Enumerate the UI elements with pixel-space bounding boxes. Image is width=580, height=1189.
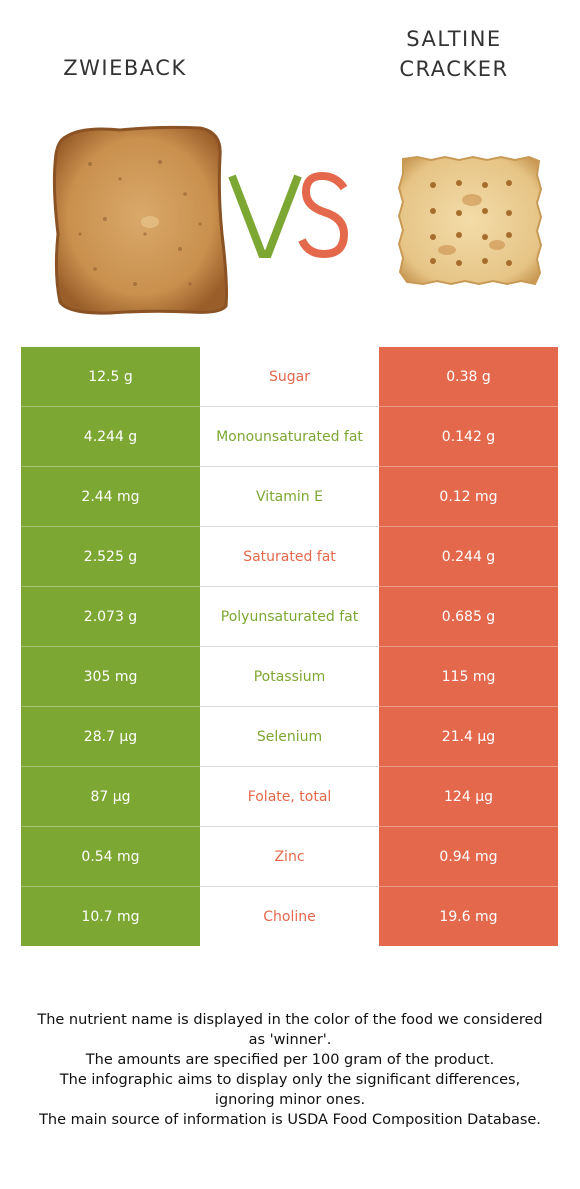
right-value-cell: 115 mg [379, 647, 558, 706]
row-divider [21, 886, 558, 887]
right-value-cell: 0.38 g [379, 347, 558, 406]
left-value-cell: 28.7 µg [21, 707, 200, 766]
left-value-cell: 305 mg [21, 647, 200, 706]
table-row: 4.244 g Monounsaturated fat 0.142 g [21, 407, 558, 467]
row-divider [21, 406, 558, 407]
nutrient-name-cell: Saturated fat [200, 527, 379, 586]
row-divider [21, 766, 558, 767]
food-title-left: ZWIEBACK [63, 56, 187, 80]
right-value-cell: 19.6 mg [379, 887, 558, 946]
footer-line: The main source of information is USDA F… [39, 1112, 541, 1128]
left-value-cell: 12.5 g [21, 347, 200, 406]
right-value-cell: 0.244 g [379, 527, 558, 586]
table-row: 2.073 g Polyunsaturated fat 0.685 g [21, 587, 558, 647]
right-value-cell: 0.12 mg [379, 467, 558, 526]
nutrient-name-cell: Selenium [200, 707, 379, 766]
nutrient-name-cell: Choline [200, 887, 379, 946]
row-divider [21, 706, 558, 707]
right-value-cell: 21.4 µg [379, 707, 558, 766]
saltine-cracker-image [397, 155, 543, 286]
row-divider [21, 526, 558, 527]
left-value-cell: 2.073 g [21, 587, 200, 646]
vs-label [228, 171, 349, 259]
row-divider [21, 586, 558, 587]
footer-line: The infographic aims to display only the… [59, 1072, 521, 1108]
nutrient-name-cell: Sugar [200, 347, 379, 406]
right-value-cell: 0.94 mg [379, 827, 558, 886]
table-row: 305 mg Potassium 115 mg [21, 647, 558, 707]
nutrient-name-cell: Potassium [200, 647, 379, 706]
right-value-cell: 124 µg [379, 767, 558, 826]
left-value-cell: 2.525 g [21, 527, 200, 586]
left-value-cell: 2.44 mg [21, 467, 200, 526]
nutrient-name-cell: Polyunsaturated fat [200, 587, 379, 646]
table-row: 2.525 g Saturated fat 0.244 g [21, 527, 558, 587]
nutrient-name-cell: Monounsaturated fat [200, 407, 379, 466]
table-row: 12.5 g Sugar 0.38 g [21, 347, 558, 407]
nutrient-comparison-table: 12.5 g Sugar 0.38 g 4.244 g Monounsaturated … [21, 347, 558, 947]
left-value-cell: 4.244 g [21, 407, 200, 466]
footer-line: The amounts are specified per 100 gram o… [85, 1052, 495, 1068]
footer-line: The nutrient name is displayed in the co… [37, 1012, 543, 1048]
food-title-right-line2: CRACKER [399, 57, 509, 81]
food-title-right-line1: SALTINE [406, 27, 502, 51]
food-title-right: SALTINE CRACKER [354, 24, 554, 84]
left-value-cell: 87 µg [21, 767, 200, 826]
table-row: 2.44 mg Vitamin E 0.12 mg [21, 467, 558, 527]
row-divider [21, 646, 558, 647]
zwieback-rusk-image [52, 125, 228, 315]
nutrient-name-cell: Folate, total [200, 767, 379, 826]
nutrient-name-cell: Zinc [200, 827, 379, 886]
table-row: 10.7 mg Choline 19.6 mg [21, 887, 558, 947]
row-divider [21, 826, 558, 827]
table-row: 0.54 mg Zinc 0.94 mg [21, 827, 558, 887]
row-divider [21, 466, 558, 467]
table-row: 28.7 µg Selenium 21.4 µg [21, 707, 558, 767]
nutrient-name-cell: Vitamin E [200, 467, 379, 526]
table-row: 87 µg Folate, total 124 µg [21, 767, 558, 827]
right-value-cell: 0.685 g [379, 587, 558, 646]
right-value-cell: 0.142 g [379, 407, 558, 466]
left-value-cell: 0.54 mg [21, 827, 200, 886]
footer-notes: The nutrient name is displayed in the co… [30, 1010, 550, 1130]
left-value-cell: 10.7 mg [21, 887, 200, 946]
